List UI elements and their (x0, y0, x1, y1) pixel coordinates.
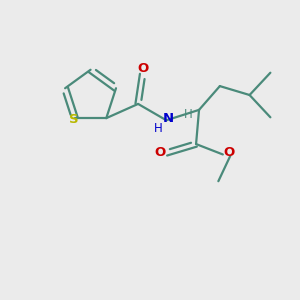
Text: N: N (163, 112, 174, 125)
Text: O: O (223, 146, 234, 160)
Text: O: O (137, 62, 148, 75)
Text: H: H (154, 122, 162, 135)
Text: O: O (154, 146, 165, 160)
Text: H: H (184, 108, 193, 121)
Text: S: S (69, 113, 79, 126)
